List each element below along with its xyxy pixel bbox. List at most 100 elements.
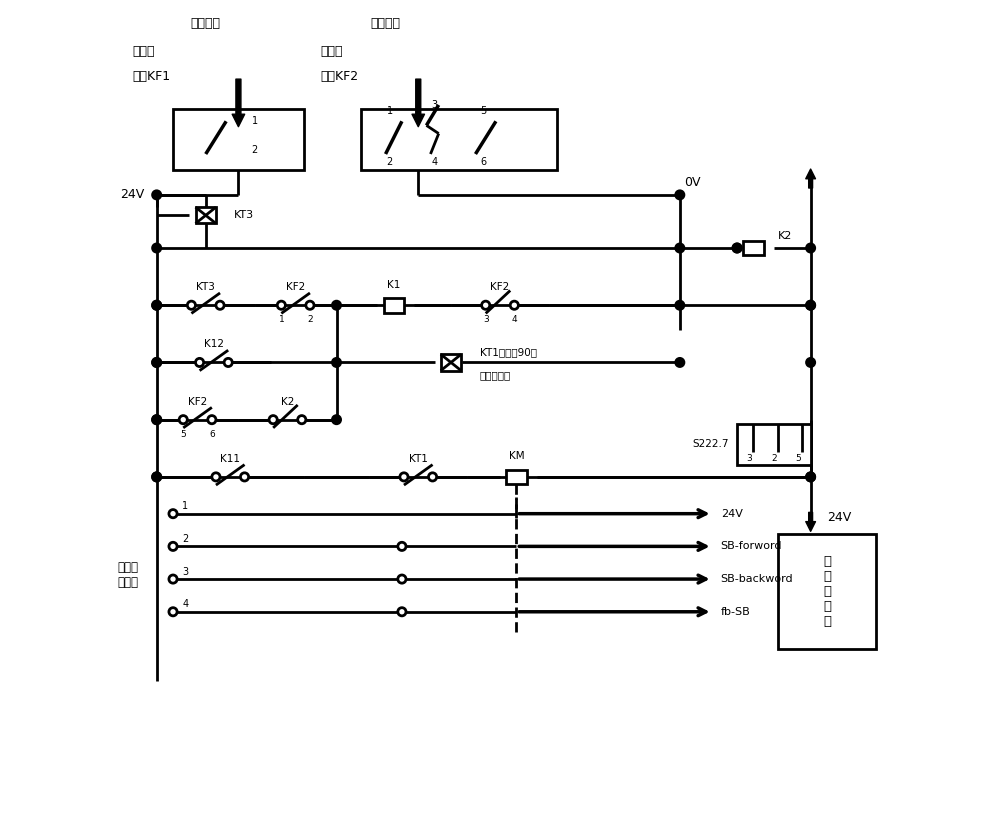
Circle shape bbox=[153, 472, 161, 481]
Text: 3: 3 bbox=[483, 315, 489, 324]
Circle shape bbox=[510, 301, 518, 309]
Circle shape bbox=[733, 244, 741, 252]
Bar bbox=[196, 207, 216, 224]
Circle shape bbox=[153, 358, 161, 366]
Text: 手动偏
航插头: 手动偏 航插头 bbox=[118, 561, 139, 589]
Text: 4: 4 bbox=[432, 157, 438, 167]
Text: KT1（偏航90度: KT1（偏航90度 bbox=[480, 347, 537, 358]
Circle shape bbox=[400, 472, 408, 481]
Text: 超速继: 超速继 bbox=[320, 45, 343, 58]
Text: 所用时间）: 所用时间） bbox=[480, 370, 511, 379]
Circle shape bbox=[332, 416, 341, 424]
Bar bbox=[361, 109, 557, 170]
Circle shape bbox=[807, 244, 815, 252]
Circle shape bbox=[676, 244, 684, 252]
Text: K1: K1 bbox=[387, 280, 400, 290]
Circle shape bbox=[240, 472, 249, 481]
Text: 24V: 24V bbox=[827, 511, 851, 524]
Text: 24V: 24V bbox=[721, 509, 743, 518]
Circle shape bbox=[807, 301, 815, 309]
Text: KF2: KF2 bbox=[188, 397, 207, 407]
Circle shape bbox=[169, 542, 177, 551]
Circle shape bbox=[277, 301, 285, 309]
Circle shape bbox=[807, 358, 815, 366]
Text: 2: 2 bbox=[307, 315, 313, 324]
Text: KT1: KT1 bbox=[409, 454, 428, 464]
Circle shape bbox=[153, 301, 161, 309]
Text: 电器KF1: 电器KF1 bbox=[132, 70, 170, 83]
Text: 5: 5 bbox=[180, 430, 186, 439]
Text: 3: 3 bbox=[746, 454, 752, 463]
Circle shape bbox=[153, 191, 161, 199]
Circle shape bbox=[153, 358, 161, 366]
Text: K11: K11 bbox=[220, 454, 240, 464]
Text: 1: 1 bbox=[182, 501, 188, 511]
Bar bbox=[441, 354, 461, 370]
Bar bbox=[778, 534, 876, 649]
Circle shape bbox=[807, 472, 815, 481]
Circle shape bbox=[807, 301, 815, 309]
Circle shape bbox=[807, 472, 815, 481]
Text: KM: KM bbox=[509, 452, 524, 462]
Text: 1: 1 bbox=[252, 116, 258, 126]
Text: 0V: 0V bbox=[684, 176, 700, 189]
Text: 超速继: 超速继 bbox=[132, 45, 155, 58]
Text: 3: 3 bbox=[432, 100, 438, 110]
Circle shape bbox=[733, 244, 741, 252]
Text: SB-backword: SB-backword bbox=[721, 574, 793, 584]
Text: 5: 5 bbox=[795, 454, 801, 463]
Text: 3: 3 bbox=[182, 567, 188, 577]
Text: S222.7: S222.7 bbox=[692, 439, 729, 449]
Circle shape bbox=[153, 301, 161, 309]
Text: KT3: KT3 bbox=[196, 282, 215, 292]
Text: 5: 5 bbox=[481, 105, 487, 116]
Circle shape bbox=[153, 244, 161, 252]
Text: 2: 2 bbox=[771, 454, 777, 463]
Text: KT3: KT3 bbox=[234, 211, 254, 221]
Circle shape bbox=[398, 607, 406, 616]
Circle shape bbox=[169, 607, 177, 616]
Text: 6: 6 bbox=[481, 157, 487, 167]
Text: 2: 2 bbox=[252, 145, 258, 155]
Circle shape bbox=[298, 416, 306, 424]
Text: KF2: KF2 bbox=[286, 282, 305, 292]
Text: K2: K2 bbox=[778, 230, 792, 241]
Text: SB-forword: SB-forword bbox=[721, 542, 782, 551]
Circle shape bbox=[269, 416, 277, 424]
Bar bbox=[743, 240, 764, 255]
Bar bbox=[506, 470, 527, 484]
Text: 2: 2 bbox=[387, 157, 393, 167]
Circle shape bbox=[208, 416, 216, 424]
Circle shape bbox=[398, 575, 406, 584]
Bar bbox=[173, 109, 304, 170]
Circle shape bbox=[153, 472, 161, 481]
Text: 2: 2 bbox=[182, 534, 188, 544]
Circle shape bbox=[196, 358, 204, 366]
Text: 4: 4 bbox=[182, 599, 188, 609]
Circle shape bbox=[676, 301, 684, 309]
Circle shape bbox=[187, 301, 196, 309]
Circle shape bbox=[332, 301, 341, 309]
Text: fb-SB: fb-SB bbox=[721, 607, 750, 616]
Circle shape bbox=[224, 358, 232, 366]
Text: 转速输入: 转速输入 bbox=[191, 16, 221, 30]
Text: 4: 4 bbox=[511, 315, 517, 324]
Text: 24V: 24V bbox=[120, 188, 144, 202]
Circle shape bbox=[676, 358, 684, 366]
Text: KF2: KF2 bbox=[490, 282, 510, 292]
Text: K12: K12 bbox=[204, 339, 224, 350]
Text: 1: 1 bbox=[278, 315, 284, 324]
Circle shape bbox=[169, 509, 177, 518]
Bar bbox=[384, 298, 404, 313]
Text: 1: 1 bbox=[387, 105, 393, 116]
Circle shape bbox=[428, 472, 437, 481]
Text: 偏
航
变
频
器: 偏 航 变 频 器 bbox=[823, 555, 831, 628]
Circle shape bbox=[216, 301, 224, 309]
Circle shape bbox=[169, 575, 177, 584]
Bar bbox=[737, 424, 811, 465]
Circle shape bbox=[676, 191, 684, 199]
Circle shape bbox=[153, 416, 161, 424]
Text: K2: K2 bbox=[281, 397, 294, 407]
Text: 6: 6 bbox=[209, 430, 215, 439]
Circle shape bbox=[482, 301, 490, 309]
